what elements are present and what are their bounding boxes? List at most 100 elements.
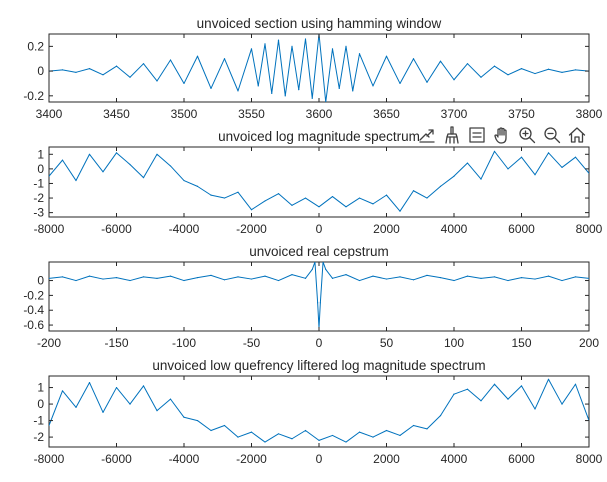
data-point	[507, 168, 509, 170]
data-point	[314, 262, 316, 263]
x-tick-label: 0	[316, 222, 323, 236]
data-point	[493, 150, 496, 152]
data-point	[561, 279, 563, 282]
data-point	[345, 274, 347, 276]
x-tick-label: 6000	[508, 452, 535, 466]
data-point	[264, 43, 266, 45]
data-point	[534, 174, 536, 176]
data-point	[196, 55, 199, 57]
data-point	[304, 197, 307, 199]
pan-icon[interactable]	[491, 124, 513, 146]
data-point	[311, 97, 313, 99]
datatip-icon[interactable]	[466, 124, 488, 146]
data-point	[520, 276, 523, 279]
data-point	[142, 63, 145, 65]
y-tick-label: 0	[37, 397, 44, 411]
data-point	[264, 275, 266, 277]
data-point	[115, 276, 118, 279]
y-tick-label: 0.2	[27, 39, 44, 53]
x-tick-label: 3400	[36, 107, 63, 121]
data-point	[129, 76, 131, 78]
data-point	[466, 275, 469, 277]
data-point	[385, 429, 388, 432]
data-point	[331, 48, 334, 50]
data-point	[453, 279, 455, 282]
data-point	[439, 415, 442, 417]
data-point	[345, 206, 347, 208]
data-point	[480, 277, 482, 279]
data-point	[304, 277, 307, 279]
data-point	[277, 193, 280, 195]
data-point	[319, 302, 321, 304]
data-point	[372, 85, 374, 87]
data-point	[115, 386, 118, 389]
x-tick-label: -2000	[236, 452, 267, 466]
zoom-in-icon[interactable]	[516, 124, 538, 146]
data-point	[304, 429, 307, 432]
data-point	[183, 179, 185, 182]
export-icon[interactable]	[416, 124, 438, 146]
data-point	[385, 55, 388, 57]
data-point	[426, 81, 428, 83]
data-point	[574, 383, 577, 385]
data-point	[88, 275, 91, 277]
data-point	[264, 200, 266, 202]
x-tick-label: 3700	[441, 107, 468, 121]
x-tick-label: 0	[316, 452, 323, 466]
x-tick-label: 0	[316, 336, 323, 350]
data-point	[250, 48, 253, 50]
y-tick-label: -1	[33, 176, 44, 190]
data-point	[574, 156, 577, 158]
y-tick-label: -0.6	[23, 318, 44, 332]
data-point	[223, 58, 226, 60]
data-point	[102, 278, 104, 280]
data-point	[547, 68, 550, 70]
data-point	[520, 156, 523, 158]
data-point	[129, 163, 131, 166]
brush-icon[interactable]	[441, 124, 463, 146]
data-point	[223, 424, 226, 427]
subplot-title: unvoiced log magnitude spectrum	[218, 129, 420, 144]
home-icon[interactable]	[566, 124, 588, 146]
data-point	[156, 153, 158, 155]
x-tick-label: -200	[37, 336, 61, 350]
data-point	[480, 400, 482, 402]
data-point	[385, 194, 388, 196]
data-point	[196, 185, 199, 187]
data-point	[325, 101, 327, 102]
subplot-title: unvoiced real cepstrum	[249, 244, 389, 259]
data-point	[311, 268, 313, 271]
data-point	[271, 92, 273, 94]
x-tick-label: 4000	[441, 222, 468, 236]
data-point	[507, 398, 509, 400]
data-point	[237, 90, 239, 92]
y-tick-label: -2	[33, 430, 44, 444]
zoom-out-icon[interactable]	[541, 124, 563, 146]
y-tick-label: 0	[37, 274, 44, 288]
data-point	[412, 424, 415, 427]
y-tick-label: 0	[37, 64, 44, 78]
data-point	[210, 429, 212, 432]
x-tick-label: -8000	[34, 452, 65, 466]
data-point	[318, 206, 320, 208]
data-point	[88, 153, 91, 155]
subplot-2: -8000 -6000 -4000 -2000 0 2000 4000 6000 8000-3-…	[33, 129, 602, 236]
data-point	[466, 162, 469, 164]
x-tick-label: 3550	[238, 107, 265, 121]
data-point	[322, 262, 324, 263]
data-point	[358, 279, 361, 282]
data-point	[480, 178, 482, 180]
data-point	[210, 194, 212, 196]
data-point	[49, 424, 50, 427]
data-point	[358, 53, 361, 55]
data-point	[49, 175, 50, 177]
y-tick-label: 0	[37, 162, 44, 176]
data-point	[412, 58, 415, 60]
x-tick-label: -6000	[101, 452, 132, 466]
subplot-3: -200 -150 -100 -50 0 50 100 150 200-0.6-0.4-0.20…	[23, 244, 599, 350]
data-point	[75, 279, 77, 282]
data-point	[385, 278, 388, 280]
x-tick-label: 8000	[576, 452, 603, 466]
data-point	[317, 302, 319, 304]
data-point	[210, 274, 212, 276]
